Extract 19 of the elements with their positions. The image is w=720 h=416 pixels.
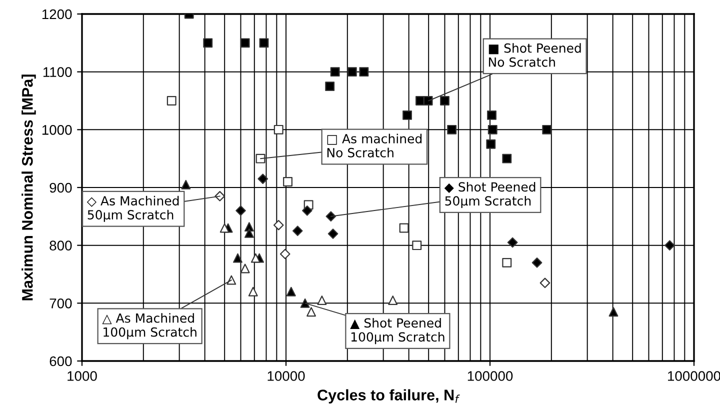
y-tick-label: 800 [50,240,72,251]
y-tick-label: 700 [50,298,72,308]
annotation: □ As machined No Scratch [327,134,422,158]
y-tick-label: 1000 [42,125,72,135]
x-tick-label: 10000 [268,371,305,381]
y-tick-label: 600 [50,356,72,366]
y-tick-label: 900 [50,182,72,193]
y-axis-title: Maximun Nominal Stress [MPa] [22,74,36,300]
annotation: △ As Machined 100µm Scratch [102,313,196,340]
annotation: ■ Shot Peened No Scratch [488,43,581,67]
x-axis-title: Cycles to failure, N$_{f}$ [318,389,460,404]
x-tick-label: 1000000 [668,371,720,381]
annotation: ▲ Shot Peened 100µm Scratch [350,318,444,344]
x-tick-label: 1000 [68,371,97,381]
y-tick-label: 1100 [43,67,72,78]
annotation: ◇ As Machined 50µm Scratch [86,196,179,222]
x-tick-label: 100000 [468,371,513,381]
annotation: ◆ Shot Peened 50µm Scratch [444,182,536,208]
y-tick-label: 1200 [42,9,72,20]
